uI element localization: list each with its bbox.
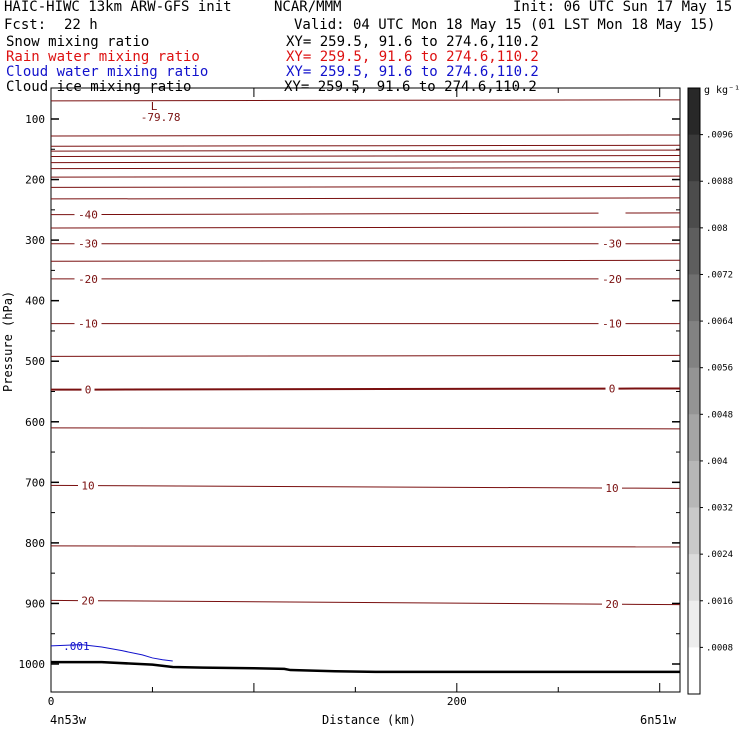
colorbar-bin [688,414,700,462]
x-tick-label: 200 [447,695,467,708]
cloud-water-contour [50,644,173,662]
colorbar-tick-label: .0032 [706,504,733,514]
colorbar-tick-label: .004 [706,457,728,467]
init-time: Init: 06 UTC Sun 17 May 15 [513,0,733,15]
isotherm-line [50,226,681,229]
x-tick-label: 0 [48,695,55,708]
colorbar-tick-label: .0008 [706,643,733,653]
isotherm-label: 0 [609,383,616,396]
left-location-label: 4n53w [50,713,87,727]
field-name-rain: Rain water mixing ratio [6,49,200,65]
colorbar-bin [688,460,700,509]
isotherm-label: -20 [602,273,622,286]
isotherm-line [94,387,606,391]
isotherm-label: 0 [85,384,92,397]
y-tick-label: 300 [25,234,45,247]
y-tick-label: 500 [25,355,45,368]
isotherm-line [50,175,681,178]
field-xy-rain: XY= 259.5, 91.6 to 274.6,110.2 [286,49,539,65]
terrain-line [51,660,680,674]
isotherm-line [50,545,681,548]
colorbar-tick-label: .0016 [706,597,733,607]
isotherm-line [97,485,603,489]
isotherm-line [50,427,681,430]
isotherm-line [50,134,681,137]
isotherm-label: -30 [78,238,98,251]
forecast-label: Fcst: [4,17,47,33]
colorbar-bin [688,227,700,275]
cloud-water-label: .001 [63,640,90,653]
colorbar-bin [688,554,700,602]
colorbar-tick-label: .0096 [706,131,733,141]
field-name-cloud-water: Cloud water mixing ratio [6,64,209,80]
isotherm-label: 10 [605,482,618,495]
colorbar-bin [688,88,700,136]
isotherm-line [50,354,681,357]
isotherm-label: -20 [78,273,98,286]
isotherm-label: 10 [81,480,94,493]
field-xy-snow: XY= 259.5, 91.6 to 274.6,110.2 [286,34,539,50]
organization-label: NCAR/MMM [274,0,342,15]
isotherm-label: -10 [78,318,98,331]
colorbar-bin [688,321,700,369]
y-tick-label: 900 [25,597,45,610]
plot-title: HAIC-HIWC 13km ARW-GFS init [4,0,232,15]
colorbar-bin [688,367,700,415]
y-tick-label: 600 [25,416,45,429]
isotherm-line [50,197,681,200]
colorbar-tick-label: .0048 [706,410,733,420]
colorbar-bin [688,134,700,182]
isotherm-label: 20 [605,598,618,611]
colorbar-bin [688,181,700,229]
field-xy-cloud-ice: XY= 259.5, 91.6 to 274.6,110.2 [284,79,537,95]
isotherm-label: 20 [81,595,94,608]
colorbar-tick-label: .0088 [706,177,733,187]
isotherm-line [50,259,681,262]
colorbar-bin [688,600,700,648]
isotherm-line [50,149,681,152]
y-tick-label: 200 [25,174,45,187]
isotherm-line [101,212,599,216]
isotherm-label: -40 [78,209,98,222]
colorbar-bin [688,647,700,695]
isotherm-line [50,185,681,188]
colorbar-tick-label: .0024 [706,550,733,560]
isotherm-label: -30 [602,238,622,251]
colorbar-tick-label: .008 [706,224,728,234]
field-name-cloud-ice: Cloud ice mixing ratio [6,79,192,95]
forecast-hour: 22 h [64,17,98,33]
y-tick-label: 400 [25,295,45,308]
y-tick-label: 1000 [19,658,46,671]
x-axis-label: Distance (km) [322,713,416,727]
plot-frame [50,87,681,693]
y-tick-label: 700 [25,476,45,489]
y-tick-label: 100 [25,113,45,126]
low-marker-letter: L [151,100,158,113]
colorbar-bin [688,274,700,322]
low-marker-value: -79.78 [141,111,181,124]
colorbar-bin [688,507,700,555]
isotherm-line [50,167,681,170]
colorbar-tick-label: .0056 [706,364,733,374]
field-name-snow: Snow mixing ratio [6,34,150,50]
colorbar-tick-label: .0072 [706,270,733,280]
colorbar-tick-label: .0064 [706,317,733,327]
y-tick-label: 800 [25,537,45,550]
colorbar-frame [687,87,701,695]
isotherm-line [97,600,603,605]
isotherm-line [50,99,681,102]
isotherm-label: -10 [602,318,622,331]
colorbar-unit: g kg⁻¹ [704,85,740,96]
valid-time: Valid: 04 UTC Mon 18 May 15 (01 LST Mon … [294,17,716,33]
field-xy-cloud-water: XY= 259.5, 91.6 to 274.6,110.2 [286,64,539,80]
right-location-label: 6n51w [640,713,677,727]
y-axis-label: Pressure (hPa) [1,290,15,392]
isotherm-line [50,155,681,158]
isotherm-line [50,144,681,147]
isotherm-line [50,161,681,164]
